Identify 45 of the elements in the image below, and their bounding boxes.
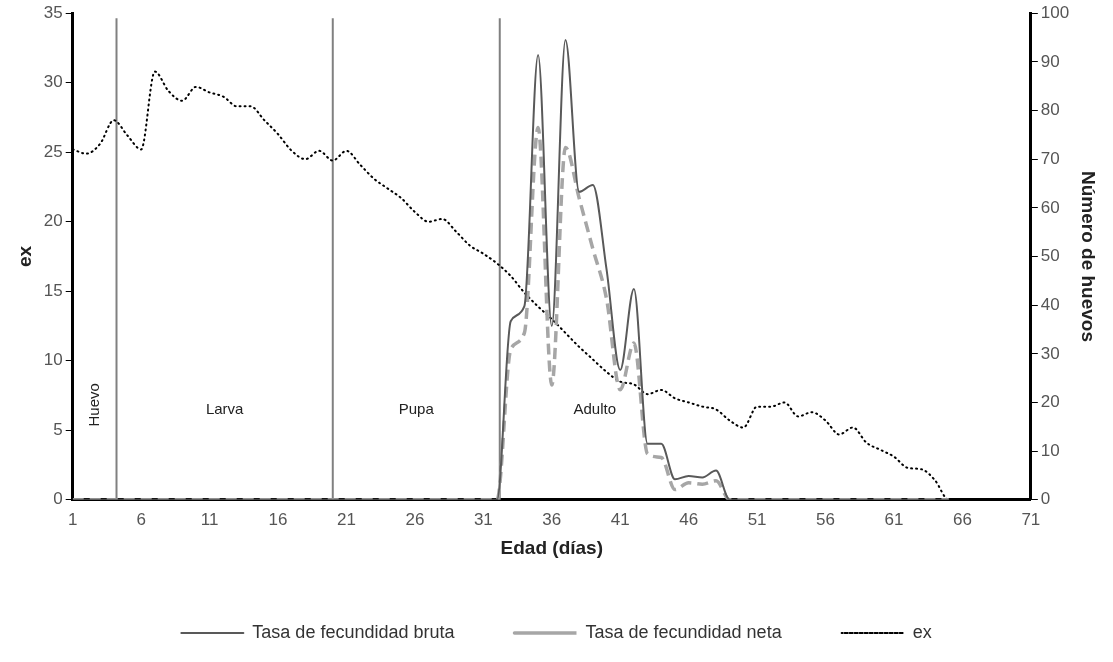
y2-tick-label: 40 (1040, 294, 1060, 314)
y2-tick-label: 50 (1040, 246, 1060, 266)
y-tick-label: 20 (43, 211, 63, 231)
x-tick-label: 51 (747, 509, 767, 529)
legend-label: Tasa de fecundidad bruta (252, 621, 456, 642)
x-tick-label: 71 (1021, 509, 1041, 529)
x-tick-label: 6 (136, 509, 146, 529)
x-tick-label: 26 (405, 509, 425, 529)
y2-tick-label: 100 (1040, 2, 1070, 22)
y2-tick-label: 60 (1040, 197, 1060, 217)
y2-tick-label: 90 (1040, 51, 1060, 71)
y2-tick-label: 10 (1040, 440, 1060, 460)
legend-label: Tasa de fecundidad neta (585, 621, 783, 642)
y2-axis-title: Número de huevos (1078, 170, 1100, 343)
legend-label: ex (912, 621, 932, 642)
x-tick-label: 31 (473, 509, 493, 529)
x-tick-label: 11 (200, 509, 219, 529)
y-tick-label: 15 (43, 280, 63, 300)
y2-tick-label: 80 (1040, 100, 1060, 120)
x-tick-label: 36 (542, 509, 562, 529)
x-axis-title: Edad (días) (500, 536, 603, 558)
x-tick-label: 61 (884, 509, 904, 529)
y-tick-label: 25 (43, 141, 63, 161)
x-tick-label: 56 (816, 509, 835, 529)
x-tick-label: 21 (337, 509, 356, 529)
y-tick-label: 10 (43, 350, 63, 370)
annotation: Huevo (84, 383, 102, 427)
annotation: Larva (205, 399, 245, 417)
annotation: Pupa (398, 399, 435, 417)
y2-tick-label: 20 (1040, 392, 1060, 412)
x-tick-label: 1 (67, 509, 78, 529)
x-tick-label: 16 (268, 509, 288, 529)
y2-tick-label: 0 (1040, 489, 1051, 509)
line-series (72, 125, 951, 500)
y-tick-label: 35 (43, 2, 63, 22)
y2-tick-label: 30 (1040, 343, 1060, 363)
x-tick-label: 41 (610, 509, 630, 529)
x-tick-label: 66 (952, 509, 972, 529)
y-tick-label: 5 (53, 419, 63, 439)
y-axis-title: ex (13, 245, 35, 268)
x-tick-label: 46 (679, 509, 699, 529)
annotation: Adulto (573, 399, 617, 417)
y-tick-label: 30 (43, 72, 63, 92)
y-tick-label: 0 (53, 489, 63, 509)
y2-tick-label: 70 (1040, 148, 1060, 168)
